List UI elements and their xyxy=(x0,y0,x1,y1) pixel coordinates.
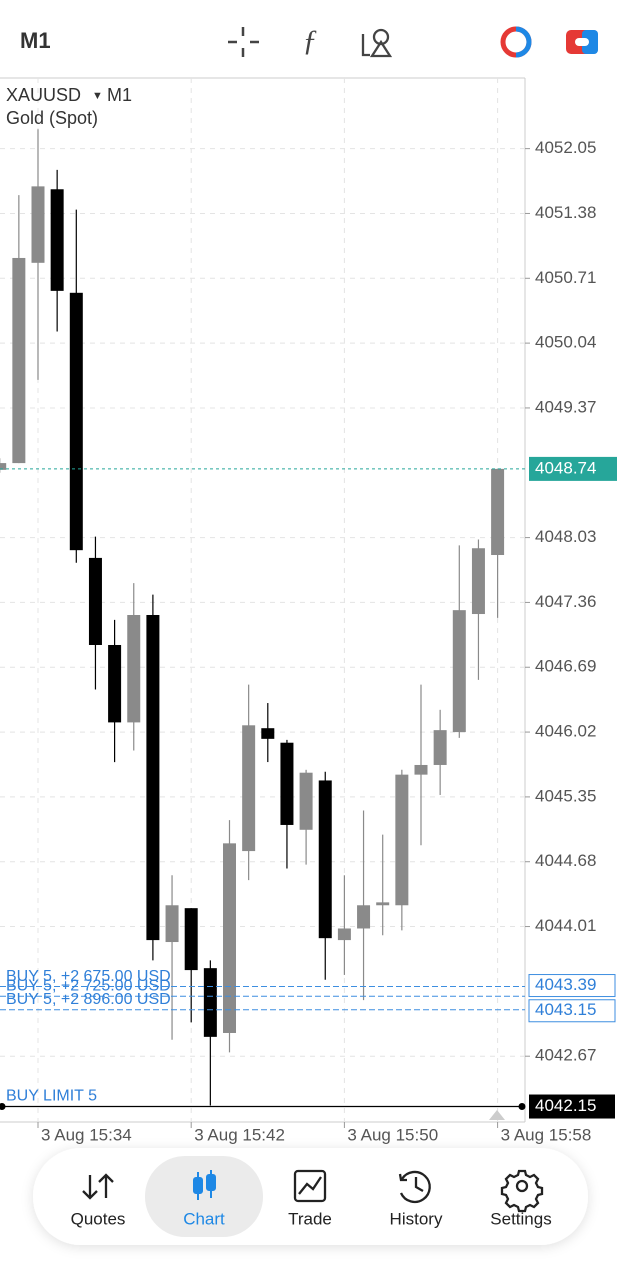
candle-body xyxy=(452,610,466,733)
x-tick-label: 3 Aug 15:34 xyxy=(41,1125,132,1144)
time-marker xyxy=(489,1110,505,1120)
y-tick-label: 4049.37 xyxy=(535,397,596,416)
x-tick-label: 3 Aug 15:50 xyxy=(347,1125,438,1144)
current-price-box xyxy=(529,456,617,481)
symbol[interactable]: XAUUSD xyxy=(6,85,81,105)
candle-body xyxy=(299,772,313,830)
candle-body xyxy=(88,557,102,645)
symbol-dropdown[interactable]: ▼ xyxy=(92,90,103,102)
indicators-icon[interactable]: ƒ xyxy=(303,24,318,57)
objects-icon[interactable] xyxy=(361,28,393,58)
candle-body xyxy=(184,908,198,971)
crosshair-icon[interactable] xyxy=(228,27,259,57)
y-tick-label: 4051.38 xyxy=(535,203,596,222)
candle-body xyxy=(203,968,217,1037)
order-label: BUY 5, +2 725.00 USD xyxy=(6,977,171,994)
symbol-description: Gold (Spot) xyxy=(6,108,98,128)
y-tick-label: 4045.35 xyxy=(535,786,596,805)
plot-area xyxy=(0,129,505,1106)
pending-handle xyxy=(0,1103,6,1111)
current-price-label: 4048.74 xyxy=(535,458,596,477)
candle-body xyxy=(414,764,428,775)
order-price-label: 4043.39 xyxy=(535,975,596,994)
trade-signals-icon[interactable] xyxy=(500,26,532,58)
trade-icon xyxy=(293,1169,327,1203)
candle-body xyxy=(357,905,371,929)
quotes-icon xyxy=(82,1173,114,1200)
nav-tab[interactable]: Chart xyxy=(183,1209,225,1228)
y-tick-label: 4044.01 xyxy=(535,916,596,935)
chart-icon xyxy=(193,1170,216,1200)
candle-body xyxy=(69,292,83,551)
nav-tab[interactable]: Trade xyxy=(288,1209,332,1228)
candle-body xyxy=(376,902,390,906)
nav-tab[interactable]: History xyxy=(390,1209,443,1228)
candle-body xyxy=(280,742,294,825)
timeframe-button[interactable]: M1 xyxy=(20,28,51,53)
y-tick-label: 4052.05 xyxy=(535,138,596,157)
candle-body xyxy=(395,774,409,906)
pending-label: BUY LIMIT 5 xyxy=(6,1088,97,1105)
candle-body xyxy=(31,186,45,263)
symbol-timeframe: M1 xyxy=(107,85,132,105)
y-tick-label: 4050.71 xyxy=(535,268,596,287)
y-tick-label: 4046.02 xyxy=(535,722,596,741)
candle-body xyxy=(223,843,236,1033)
nav-items: Quotes Chart Trade History Settings xyxy=(71,1169,552,1228)
history-icon xyxy=(398,1170,431,1204)
order-price-box xyxy=(528,974,616,998)
x-tick-label: 3 Aug 15:42 xyxy=(194,1125,285,1144)
one-click-icon[interactable] xyxy=(566,30,598,54)
settings-icon xyxy=(500,1169,544,1213)
candle-body xyxy=(12,257,26,464)
bottom-nav xyxy=(33,1148,588,1245)
candle-body xyxy=(433,730,447,765)
candle-body xyxy=(146,614,160,941)
candle-body xyxy=(165,905,179,943)
candle-body xyxy=(318,780,332,939)
order-price-label: 4043.15 xyxy=(535,1000,596,1019)
y-tick-label: 4044.68 xyxy=(535,851,596,870)
y-tick-label: 4048.03 xyxy=(535,527,596,546)
pending-price-box xyxy=(529,1094,615,1119)
y-tick-label: 4047.36 xyxy=(535,592,596,611)
order-price-box xyxy=(528,999,616,1023)
candle-body xyxy=(127,614,141,723)
y-tick-label: 4046.69 xyxy=(535,657,596,676)
candle-body xyxy=(261,728,275,739)
y-tick-label: 4050.04 xyxy=(535,333,596,352)
nav-tab[interactable]: Settings xyxy=(490,1209,551,1228)
candle-body xyxy=(471,548,485,615)
active-tab-bg xyxy=(145,1156,263,1237)
candle-body xyxy=(50,189,64,291)
candle-body xyxy=(242,725,256,852)
order-label: BUY 5, +2 896.00 USD xyxy=(6,991,171,1008)
pending-handle xyxy=(518,1103,526,1111)
candle-body xyxy=(491,468,505,556)
x-tick-label: 3 Aug 15:58 xyxy=(501,1125,592,1144)
candle-body xyxy=(108,644,122,723)
nav-tab[interactable]: Quotes xyxy=(71,1209,126,1228)
order-label: BUY 5, +2 675.00 USD xyxy=(6,968,171,985)
pending-price-label: 4042.15 xyxy=(535,1096,596,1115)
candle-body xyxy=(0,463,7,470)
candle-body xyxy=(337,928,351,941)
y-tick-label: 4042.67 xyxy=(535,1046,596,1065)
